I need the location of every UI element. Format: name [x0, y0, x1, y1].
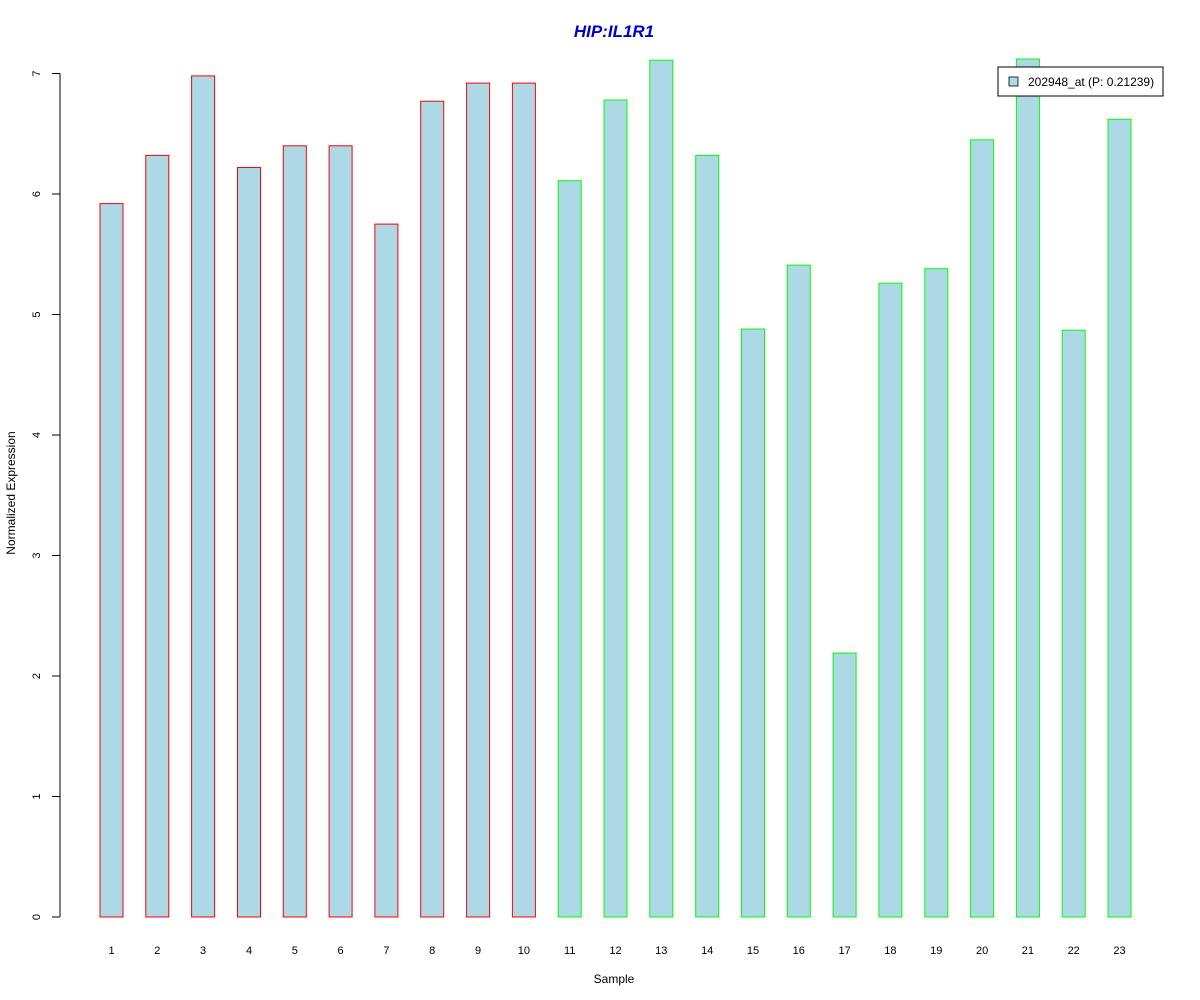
- x-tick-label: 23: [1113, 945, 1125, 957]
- x-tick-label: 12: [609, 945, 621, 957]
- bar-sample-16: [786, 264, 811, 918]
- x-tick-label: 18: [884, 945, 896, 957]
- bar-sample-15: [741, 328, 765, 918]
- bar-sample-1: [99, 203, 124, 918]
- x-tick-label: 6: [338, 945, 344, 957]
- y-tick-label: 4: [31, 432, 43, 438]
- y-axis-label: Normalized Expression: [4, 431, 18, 554]
- x-tick-label: 1: [108, 945, 114, 957]
- y-tick-label: 2: [31, 673, 43, 679]
- bar-sample-12: [603, 99, 628, 918]
- bar-sample-23: [1107, 118, 1132, 918]
- bars: [99, 58, 1132, 918]
- x-tick-label: 8: [429, 945, 435, 957]
- bar-sample-13: [649, 59, 674, 918]
- legend-swatch: [1008, 76, 1019, 87]
- bar-sample-19: [924, 268, 949, 918]
- x-tick-label: 14: [701, 945, 713, 957]
- bar-sample-18: [878, 282, 903, 918]
- x-tick-labels: 1 2 3 4 5 6 7 8 9 10 11 12 13 14 15 16 17 18 19 20 21 22 23: [108, 945, 1125, 957]
- bar-sample-6: [328, 145, 353, 918]
- y-axis: 0 1 2 3 4 5 6 7: [31, 70, 61, 920]
- x-tick-label: 5: [292, 945, 298, 957]
- x-tick-label: 19: [930, 945, 942, 957]
- bar-sample-2: [145, 154, 170, 918]
- legend: 202948_at (P: 0.21239): [997, 66, 1164, 97]
- bar-sample-14: [695, 154, 720, 918]
- x-tick-label: 15: [747, 945, 759, 957]
- bar-sample-11: [557, 180, 582, 918]
- x-tick-label: 10: [518, 945, 530, 957]
- x-tick-label: 20: [976, 945, 988, 957]
- bar-sample-10: [511, 82, 536, 918]
- x-tick-label: 13: [655, 945, 667, 957]
- x-tick-label: 11: [564, 945, 575, 957]
- x-tick-label: 17: [838, 945, 850, 957]
- y-tick-label: 6: [31, 191, 43, 197]
- x-axis-label: Sample: [594, 972, 635, 986]
- bar-sample-9: [466, 82, 491, 918]
- bar-sample-22: [1061, 329, 1086, 918]
- y-tick-label: 3: [31, 552, 43, 558]
- x-tick-label: 2: [154, 945, 160, 957]
- legend-label: 202948_at (P: 0.21239): [1028, 75, 1154, 89]
- bar-sample-7: [374, 223, 399, 918]
- x-tick-label: 3: [200, 945, 206, 957]
- bar-sample-17: [832, 652, 857, 918]
- x-tick-label: 7: [383, 945, 389, 957]
- bar-sample-3: [191, 75, 216, 918]
- y-tick-label: 5: [31, 311, 43, 317]
- bar-sample-5: [282, 145, 307, 918]
- y-tick-label: 1: [31, 793, 43, 799]
- bar-sample-20: [970, 139, 995, 918]
- legend-box: [997, 66, 1164, 97]
- bar-sample-21: [1015, 58, 1040, 918]
- bar-sample-4: [237, 167, 261, 918]
- x-tick-label: 22: [1068, 945, 1080, 957]
- chart-title: HIP:IL1R1: [574, 22, 654, 41]
- bar-sample-8: [420, 100, 445, 918]
- x-tick-label: 9: [475, 945, 481, 957]
- x-tick-label: 4: [246, 945, 252, 957]
- x-tick-label: 21: [1022, 945, 1034, 957]
- x-tick-label: 16: [793, 945, 805, 957]
- y-tick-label: 7: [31, 70, 43, 76]
- y-tick-label: 0: [31, 914, 43, 920]
